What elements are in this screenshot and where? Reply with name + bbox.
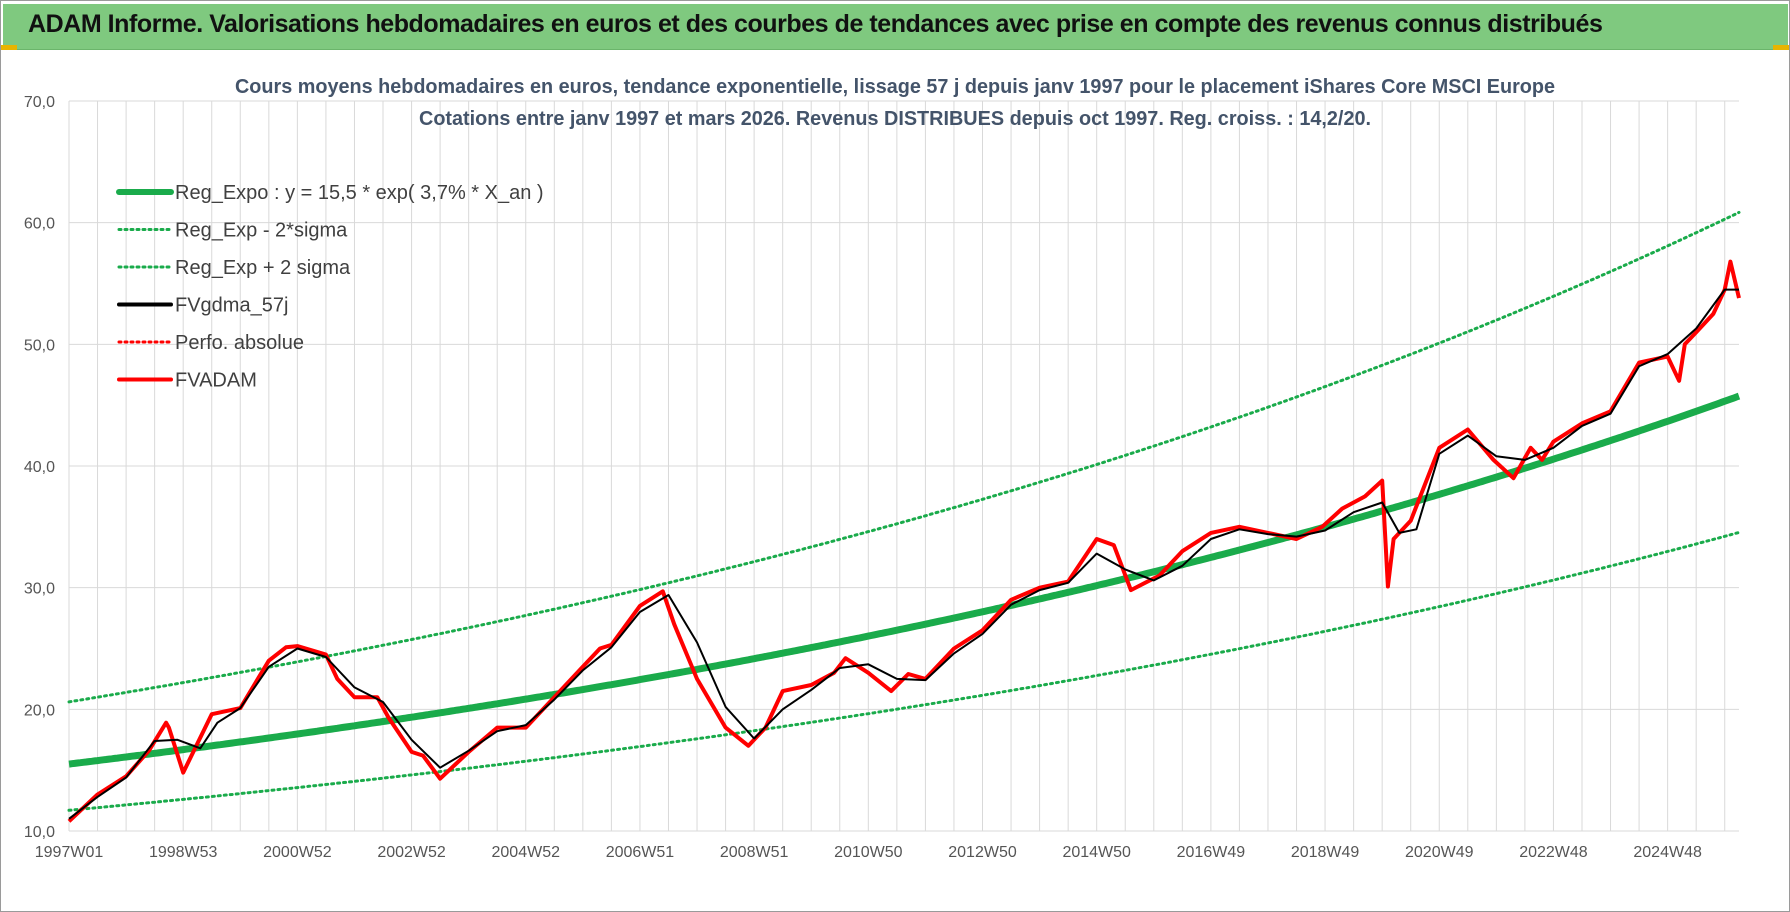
x-tick-label: 1998W53 [149, 844, 218, 861]
y-tick-label: 10,0 [24, 824, 55, 841]
x-tick-label: 2002W52 [377, 844, 446, 861]
y-tick-label: 70,0 [24, 94, 55, 111]
y-tick-label: 40,0 [24, 459, 55, 476]
legend-label: Reg_Expo : y = 15,5 * exp( 3,7% * X_an ) [175, 182, 544, 204]
y-tick-label: 20,0 [24, 702, 55, 719]
x-tick-label: 2012W50 [948, 844, 1017, 861]
grid-lines [68, 100, 1739, 832]
x-tick-label: 2008W51 [720, 844, 789, 861]
x-tick-label: 2006W51 [606, 844, 675, 861]
y-tick-label: 30,0 [24, 581, 55, 598]
legend-label: Reg_Exp - 2*sigma [175, 220, 348, 242]
chart-title: Cours moyens hebdomadaires en euros, ten… [235, 76, 1555, 98]
legend-label: FVgdma_57j [175, 295, 288, 317]
x-tick-label: 1997W01 [35, 844, 104, 861]
x-tick-label: 2018W49 [1291, 844, 1360, 861]
x-tick-label: 2000W52 [263, 844, 332, 861]
series-lines [67, 210, 1741, 823]
series-line-reg-expo [68, 392, 1741, 768]
report-banner: ADAM Informe. Valorisations hebdomadaire… [3, 4, 1788, 50]
series-line-fvadam [67, 259, 1741, 823]
x-tick-label: 2022W48 [1519, 844, 1588, 861]
legend: Reg_Expo : y = 15,5 * exp( 3,7% * X_an )… [116, 182, 544, 392]
x-tick-label: 2014W50 [1062, 844, 1131, 861]
series-line-fvgdma-57j [68, 288, 1739, 820]
legend-label: FVADAM [175, 370, 257, 392]
legend-label: Perfo. absolue [175, 332, 304, 354]
y-tick-label: 50,0 [24, 337, 55, 354]
legend-label: Reg_Exp + 2 sigma [175, 257, 351, 279]
series-line-reg-exp-minus-2sigma [67, 531, 1741, 812]
x-tick-label: 2016W49 [1177, 844, 1246, 861]
chart-subtitle: Cotations entre janv 1997 et mars 2026. … [419, 108, 1371, 130]
report-title: ADAM Informe. Valorisations hebdomadaire… [28, 10, 1603, 38]
x-tick-label: 2004W52 [492, 844, 561, 861]
y-tick-label: 60,0 [24, 216, 55, 233]
corner-accent-right [1773, 45, 1789, 50]
axis-ticks: 10,0 20,0 30,0 40,0 50,0 60,0 70,0 1997W01 1998W… [24, 94, 1702, 861]
x-tick-label: 2020W49 [1405, 844, 1474, 861]
x-tick-label: 2024W48 [1633, 844, 1702, 861]
series-line-reg-exp-plus-2sigma [67, 210, 1741, 704]
x-tick-label: 2010W50 [834, 844, 903, 861]
corner-accent-left [1, 45, 17, 50]
